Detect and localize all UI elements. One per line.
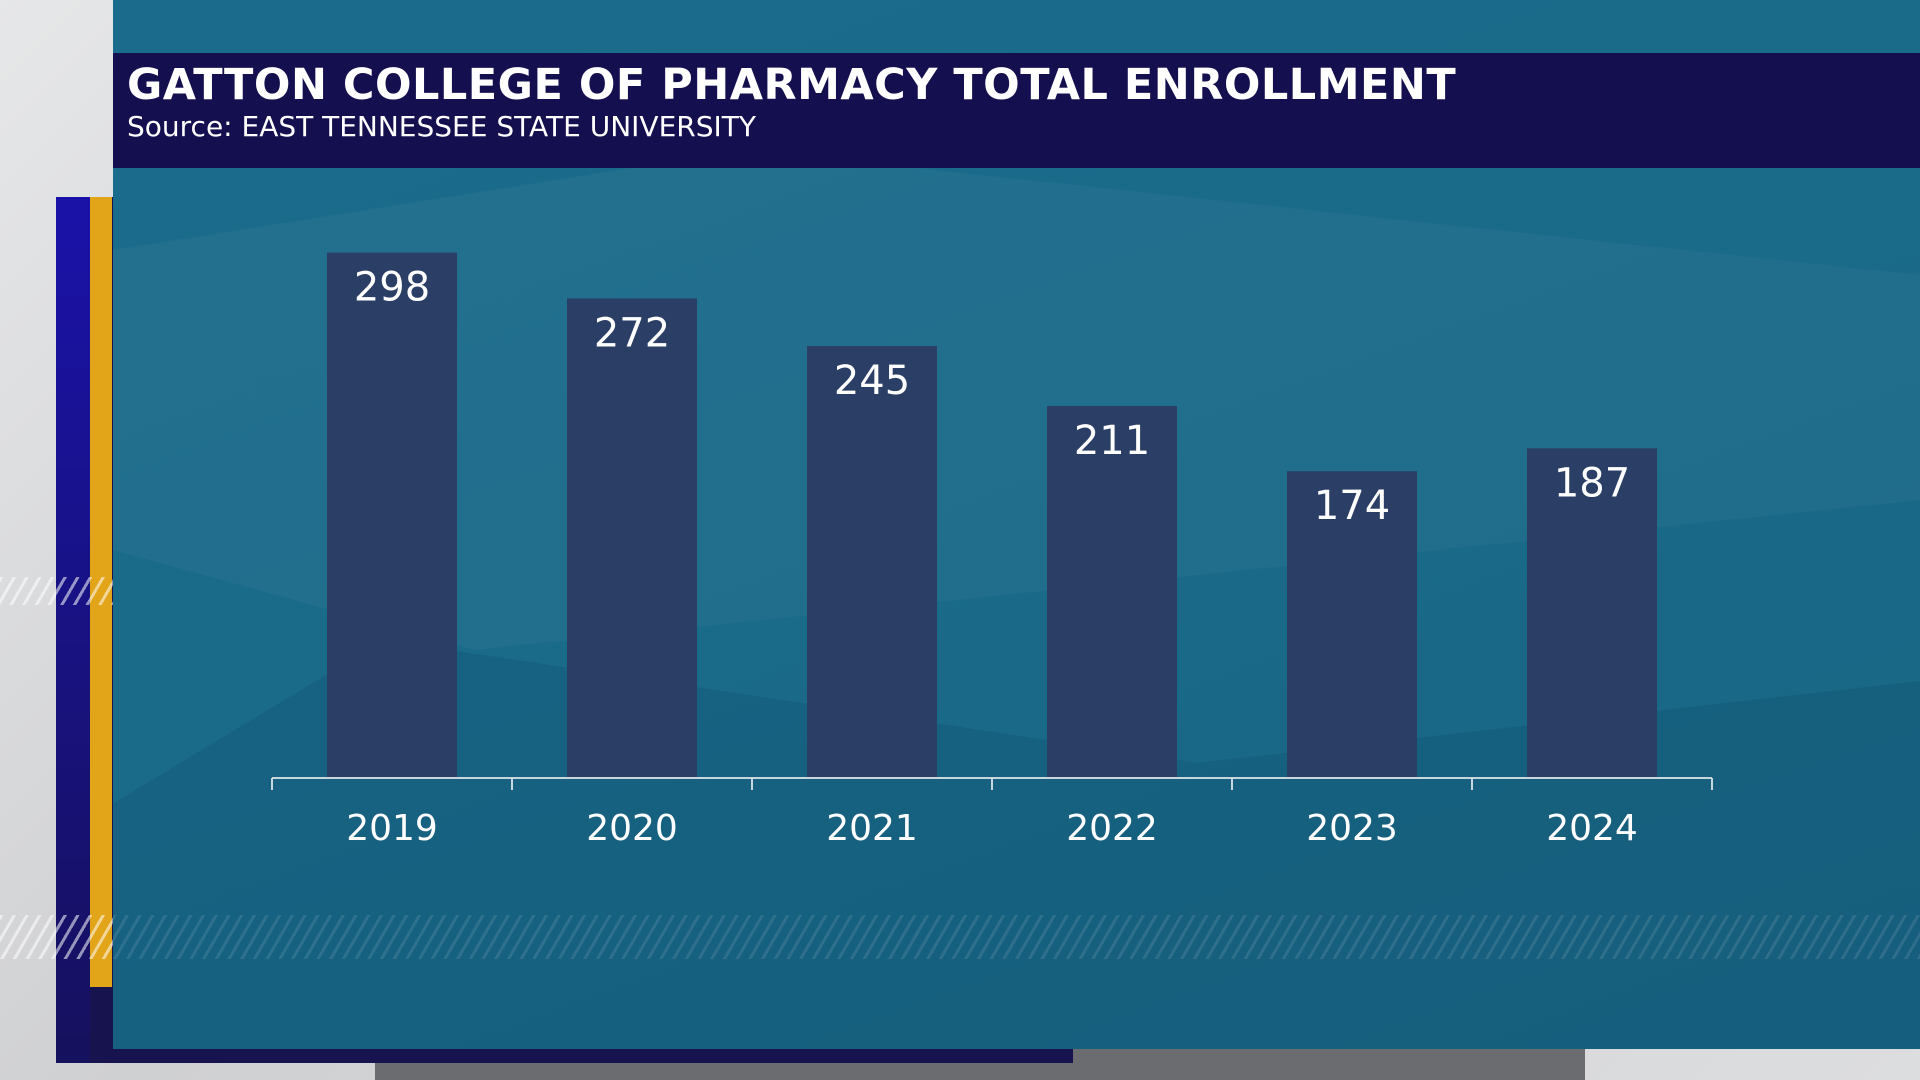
chart-source: Source: EAST TENNESSEE STATE UNIVERSITY: [127, 110, 756, 143]
hatch-decoration-left: [0, 915, 113, 959]
x-axis-label-2020: 2020: [586, 808, 678, 849]
bar-2020: [567, 298, 697, 778]
value-label-2024: 187: [1554, 460, 1630, 506]
x-axis-ticks-group: [271, 778, 1713, 790]
x-axis-labels-group: 2019 2020 2021 2022 2023 2024: [346, 808, 1638, 849]
bar-2023: [1287, 471, 1417, 778]
bar-2019: [327, 252, 457, 779]
value-label-2020: 272: [594, 310, 670, 356]
value-label-2019: 298: [354, 265, 430, 311]
chart-title: GATTON COLLEGE OF PHARMACY TOTAL ENROLLM…: [127, 60, 1457, 110]
hatch-decoration: [113, 915, 1920, 959]
value-label-2023: 174: [1314, 483, 1390, 529]
x-axis-label-2023: 2023: [1306, 808, 1398, 849]
value-labels-group: 298 272 245 211 174 187: [354, 265, 1630, 530]
value-label-2022: 211: [1074, 418, 1150, 464]
bars-group: [327, 252, 1657, 779]
value-label-2021: 245: [834, 358, 910, 404]
x-axis-label-2022: 2022: [1066, 808, 1158, 849]
hatch-decoration-left-upper: [0, 577, 113, 605]
header-band: [113, 53, 1920, 168]
bar-2022: [1047, 406, 1177, 778]
bar-2024: [1527, 448, 1657, 778]
x-axis-label-2024: 2024: [1546, 808, 1638, 849]
x-axis-label-2019: 2019: [346, 808, 438, 849]
x-axis-label-2021: 2021: [826, 808, 918, 849]
bar-2021: [807, 346, 937, 778]
